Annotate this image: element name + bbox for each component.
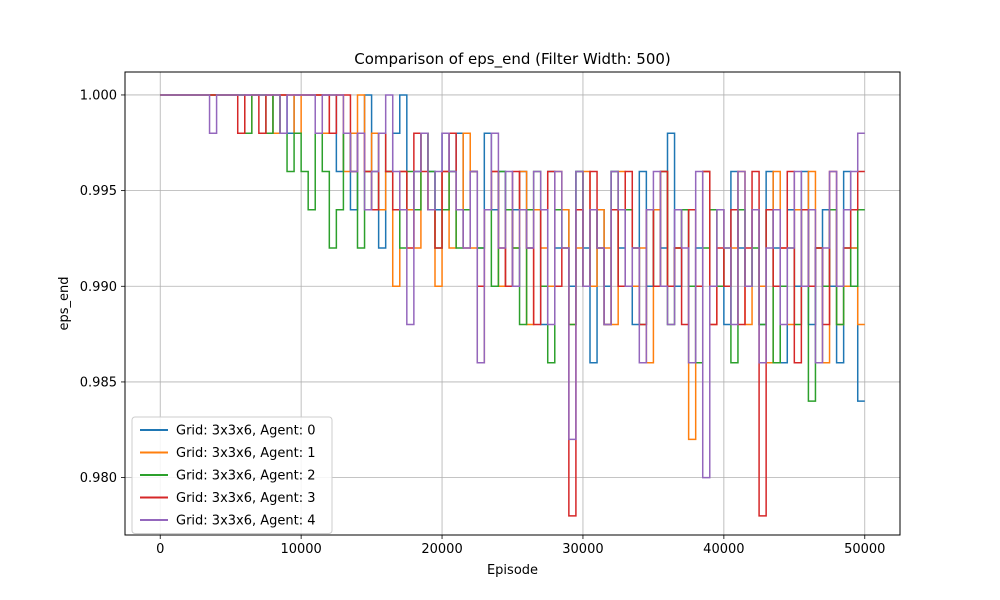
axes-frame [124, 71, 901, 536]
x-tick-label: 0 [156, 542, 164, 557]
legend: Grid: 3x3x6, Agent: 0 Grid: 3x3x6, Agent:… [131, 416, 333, 534]
x-tick-label: 10000 [280, 542, 321, 557]
legend-box [131, 416, 333, 534]
legend-label: Grid: 3x3x6, Agent: 1 [176, 446, 316, 461]
y-axis-label: eps_end [57, 276, 72, 330]
y-tick-label: 0.985 [80, 375, 117, 390]
y-tick-label: 0.980 [80, 471, 117, 486]
x-tick-label: 20000 [421, 542, 462, 557]
y-tick-label: 0.990 [80, 280, 117, 295]
x-tick-label: 40000 [703, 542, 744, 557]
legend-label: Grid: 3x3x6, Agent: 2 [176, 469, 316, 484]
legend-label: Grid: 3x3x6, Agent: 4 [176, 514, 316, 529]
y-tick-label: 1.000 [80, 88, 117, 103]
x-tick-label: 30000 [562, 542, 603, 557]
x-tick-label: 50000 [844, 542, 885, 557]
chart-title: Comparison of eps_end (Filter Width: 500… [354, 50, 671, 69]
plot-area [160, 94, 865, 517]
series-line-agent-4 [160, 94, 865, 479]
legend-label: Grid: 3x3x6, Agent: 3 [176, 491, 316, 506]
legend-label: Grid: 3x3x6, Agent: 0 [176, 424, 316, 439]
x-axis-label: Episode [487, 563, 538, 578]
y-tick-label: 0.995 [80, 184, 117, 199]
ticks: 0 10000 20000 30000 40000 50000 0.980 0.985 0.99… [80, 88, 886, 557]
